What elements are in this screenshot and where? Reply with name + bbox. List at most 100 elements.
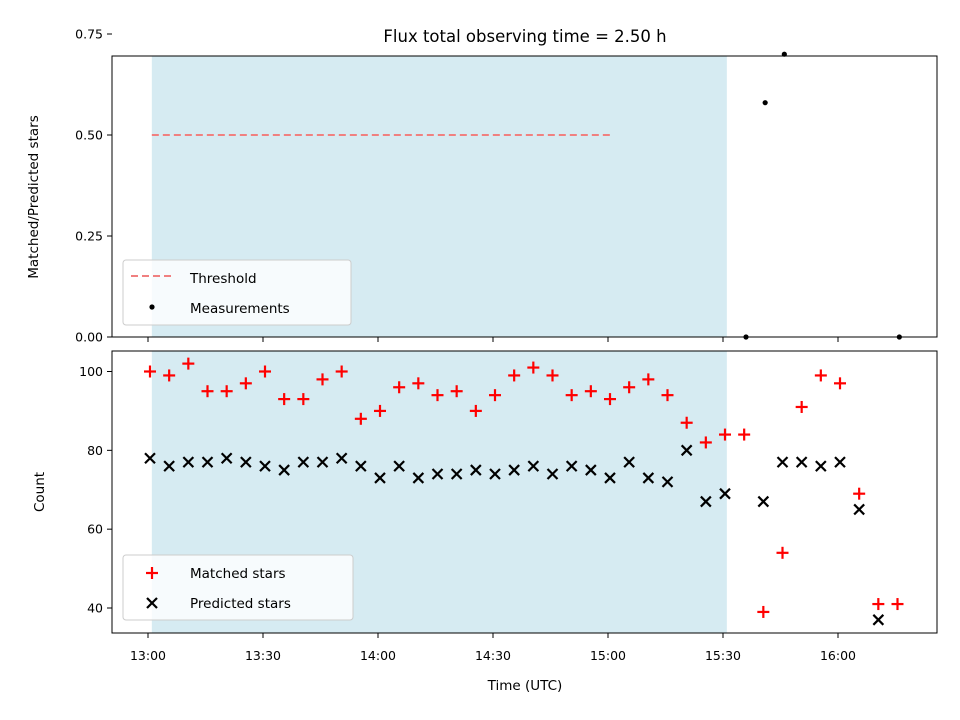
predicted-star-point <box>259 460 271 472</box>
x-tick-label: 15:30 <box>705 648 741 663</box>
predicted-star-point <box>527 460 540 472</box>
matched-star-point <box>469 404 482 417</box>
top-y-axis-label: Matched/Predicted stars <box>26 115 42 278</box>
top-legend: Threshold Measurements <box>122 259 352 326</box>
matched-star-point <box>604 393 616 406</box>
matched-star-point <box>163 369 176 382</box>
matched-star-point <box>757 605 770 618</box>
matched-star-point <box>278 393 291 406</box>
matched-star-point <box>508 369 521 382</box>
bottom-legend-box <box>122 554 354 621</box>
y-tick-label: 0.00 <box>75 330 103 345</box>
predicted-star-point <box>470 464 482 476</box>
predicted-star-point <box>623 456 635 468</box>
predicted-star-point <box>374 472 386 484</box>
matched-star-point <box>527 361 540 374</box>
predicted-star-point <box>163 460 175 472</box>
legend-measurements-label: Measurements <box>190 301 290 317</box>
matched-star-point <box>891 598 904 611</box>
y-tick-label: 100 <box>79 364 103 379</box>
predicted-star-point <box>815 460 827 472</box>
matched-star-point <box>738 428 751 441</box>
x-tick-label: 16:00 <box>820 648 856 663</box>
bottom-axes-frame <box>111 350 938 634</box>
predicted-star-point <box>661 476 674 488</box>
top-axes-frame <box>111 55 938 338</box>
matched-star-point <box>680 416 693 429</box>
bottom-x-ticks: 13:00 13:30 14:00 14:30 15:00 15:30 16:00 <box>130 633 856 663</box>
matched-star-point <box>642 373 655 386</box>
matched-star-point <box>450 385 463 398</box>
predicted-star-point <box>719 487 731 500</box>
top-y-ticks: 0.000.250.500.751.001.25 <box>75 27 112 345</box>
predicted-star-point <box>700 495 712 508</box>
matched-star-point <box>872 598 885 611</box>
matched-star-point <box>297 393 310 406</box>
matched-star-point <box>623 381 636 394</box>
matched-star-point <box>144 365 156 378</box>
chart-title: Flux total observing time = 2.50 h <box>383 27 666 46</box>
matched-star-point <box>565 389 578 402</box>
predicted-star-point <box>278 464 290 476</box>
predicted-star-point <box>872 614 885 626</box>
predicted-star-point <box>546 468 559 480</box>
matched-star-point <box>259 365 271 378</box>
matched-star-point <box>776 546 789 559</box>
matched-star-point <box>853 487 866 500</box>
predicted-star-point <box>508 464 520 476</box>
predicted-star-point <box>431 468 444 480</box>
predicted-star-point <box>240 456 252 468</box>
predicted-star-point <box>144 452 156 464</box>
matched-stars-points <box>144 357 904 618</box>
x-tick-label: 13:30 <box>245 648 281 663</box>
matched-star-point <box>182 357 195 370</box>
predicted-stars-points <box>144 444 885 626</box>
matched-star-point <box>374 404 386 417</box>
predicted-star-point <box>680 444 693 457</box>
matched-star-point <box>814 369 827 382</box>
predicted-star-point <box>412 472 425 484</box>
predicted-star-point <box>642 472 655 484</box>
matched-star-point <box>699 436 712 449</box>
matched-star-point <box>431 389 444 402</box>
predicted-star-point <box>220 452 233 464</box>
bottom-y-ticks: 40 60 80 100 <box>79 364 112 616</box>
matched-star-point <box>335 365 348 378</box>
y-tick-label: 0.75 <box>75 27 103 42</box>
bottom-legend: Matched stars Predicted stars <box>122 554 354 621</box>
predicted-star-point <box>795 456 808 468</box>
predicted-star-point <box>182 456 195 468</box>
x-tick-label: 14:00 <box>360 648 396 663</box>
x-tick-label: 13:00 <box>130 648 166 663</box>
predicted-star-point <box>201 456 214 468</box>
bottom-y-axis-label: Count <box>32 472 48 512</box>
predicted-star-point <box>585 464 597 476</box>
legend-predicted-swatch <box>146 597 158 609</box>
predicted-star-point <box>776 456 789 468</box>
predicted-star-point <box>565 460 578 472</box>
bottom-panel: Count Time (UTC) 40 60 80 100 13:00 13:30 14:… <box>32 350 938 694</box>
top-legend-box <box>122 259 352 326</box>
legend-threshold-label: Threshold <box>189 271 257 287</box>
legend-measurement-swatch <box>149 304 155 310</box>
matched-star-point <box>316 373 329 386</box>
matched-star-point <box>201 385 214 398</box>
x-axis-label: Time (UTC) <box>487 678 563 694</box>
predicted-star-point <box>604 472 616 484</box>
legend-predicted-label: Predicted stars <box>190 596 291 612</box>
legend-matched-swatch <box>146 567 158 579</box>
top-panel: Flux total observing time = 2.50 h Match… <box>26 27 938 345</box>
matched-star-point <box>834 377 846 390</box>
matched-star-point <box>584 385 597 398</box>
measurement-point <box>762 100 768 106</box>
y-tick-label: 40 <box>87 601 103 616</box>
matched-star-point <box>795 400 808 413</box>
legend-matched-label: Matched stars <box>190 566 286 582</box>
predicted-star-point <box>335 452 348 464</box>
matched-star-point <box>719 428 731 441</box>
matched-star-point <box>393 381 406 394</box>
predicted-star-point <box>853 503 865 516</box>
predicted-star-point <box>489 468 501 480</box>
predicted-star-point <box>393 460 405 472</box>
matched-star-point <box>354 412 367 425</box>
